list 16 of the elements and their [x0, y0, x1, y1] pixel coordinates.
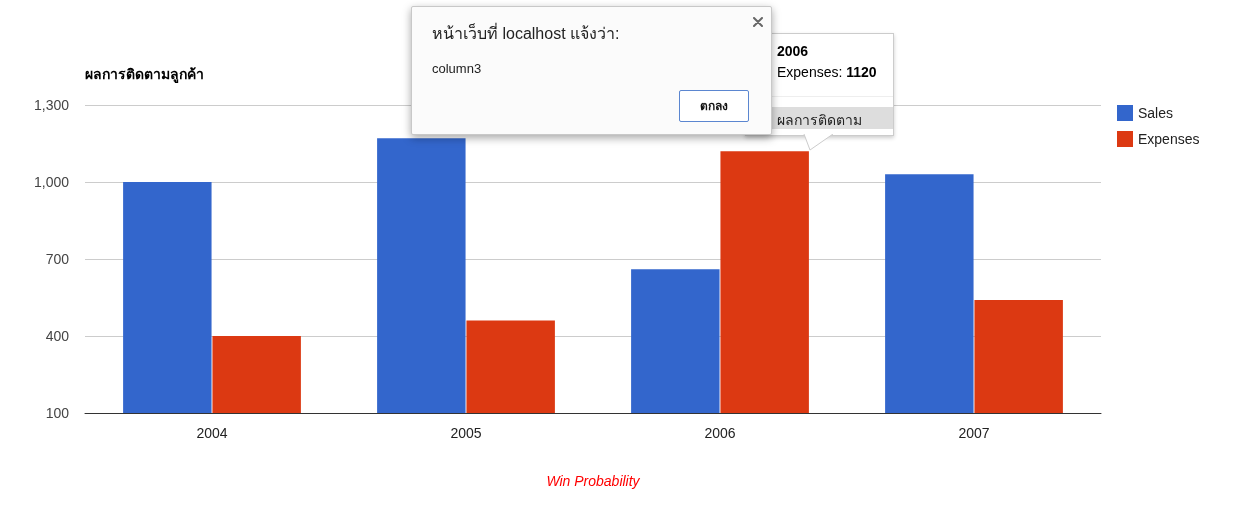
x-tick-label: 2006: [704, 425, 736, 441]
y-tick-label: 1,300: [33, 97, 70, 113]
x-tick-label: 2004: [196, 425, 228, 441]
alert-dialog: หน้าเว็บที่ localhost แจ้งว่า: column3 ตกลง: [411, 6, 772, 135]
y-tick-label: 100: [45, 405, 70, 421]
button: ตกลง: [679, 90, 749, 122]
legend-label: Expenses: [1138, 131, 1200, 147]
x-axis-title: Win Probability: [546, 473, 641, 489]
y-tick-label: 1,000: [33, 174, 70, 190]
annotation: ผลการติดตาม: [777, 111, 862, 130]
y-tick-label: 400: [45, 328, 70, 344]
legend-label: Sales: [1138, 105, 1174, 121]
x-tick-label: 2005: [450, 425, 482, 441]
y-tick-label: 700: [45, 251, 70, 267]
x-tick-label: 2007: [958, 425, 990, 441]
chart-title: ผลการติดตามลูกค้า: [85, 66, 204, 83]
